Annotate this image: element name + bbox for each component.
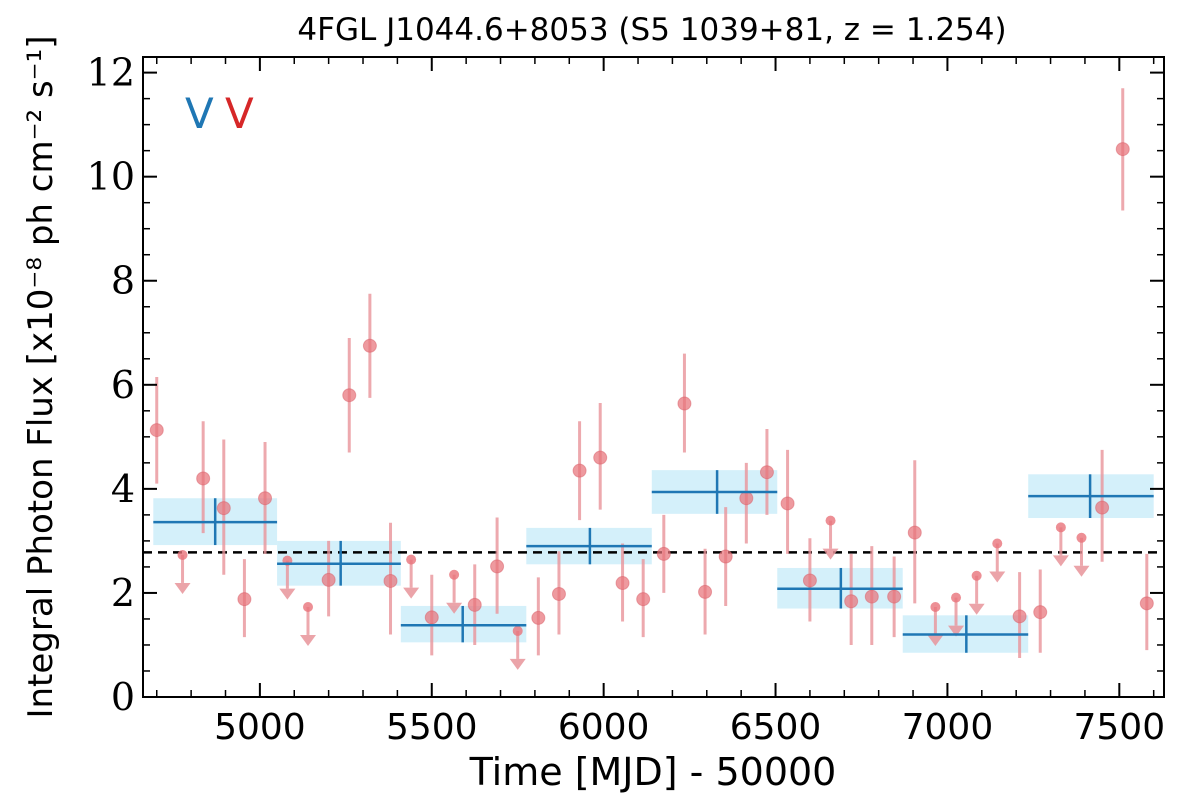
upper-limit-arrow-1 xyxy=(279,588,296,600)
chart-title: 4FGL J1044.6+8053 (S5 1039+81, z = 1.254… xyxy=(297,12,1006,48)
y-tick-label-6: 12 xyxy=(87,51,135,95)
flux-point-10 xyxy=(467,597,482,612)
upper-limit-arrow-4 xyxy=(446,602,463,614)
upper-limit-arrow-0 xyxy=(174,582,191,594)
x-axis-label: Time [MJD] - 50000 xyxy=(469,750,837,794)
y-tick-label-5: 10 xyxy=(87,155,135,199)
upper-limit-point-4 xyxy=(449,569,460,580)
y-tick-label-4: 8 xyxy=(111,259,135,303)
upper-limit-point-9 xyxy=(971,570,982,581)
upper-limit-arrow-11 xyxy=(1052,555,1069,567)
flux-point-30 xyxy=(1012,609,1027,624)
upper-limit-point-7 xyxy=(930,601,941,612)
flux-point-29 xyxy=(907,525,922,540)
upper-limit-arrow-12 xyxy=(1073,565,1090,577)
upper-limit-point-12 xyxy=(1076,532,1087,543)
flux-point-32 xyxy=(1095,500,1110,515)
x-tick-label-2: 6000 xyxy=(558,707,650,748)
plot-layer xyxy=(143,88,1164,670)
flux-point-14 xyxy=(572,463,587,478)
flux-point-24 xyxy=(780,496,795,511)
x-tick-label-5: 7500 xyxy=(1073,707,1165,748)
y-tick-label-2: 4 xyxy=(111,467,135,511)
upper-limit-arrow-7 xyxy=(927,634,944,646)
flux-point-28 xyxy=(887,589,902,604)
flux-point-1 xyxy=(196,471,211,486)
flux-point-27 xyxy=(864,589,879,604)
flux-point-15 xyxy=(593,450,608,465)
flux-point-12 xyxy=(531,610,546,625)
flux-point-17 xyxy=(636,592,651,607)
flux-point-3 xyxy=(237,592,252,607)
upper-limit-arrow-6 xyxy=(822,548,839,560)
upper-limit-point-0 xyxy=(177,549,188,560)
flux-point-13 xyxy=(551,586,566,601)
upper-limit-point-2 xyxy=(303,601,314,612)
flux-point-19 xyxy=(677,396,692,411)
x-tick-label-4: 7000 xyxy=(902,707,994,748)
flux-point-8 xyxy=(383,573,398,588)
upper-limit-point-10 xyxy=(992,538,1003,549)
plot-frame xyxy=(142,56,1165,698)
flux-point-18 xyxy=(656,546,671,561)
y-tick-label-1: 2 xyxy=(111,571,135,615)
y-tick-label-0: 0 xyxy=(111,675,135,719)
flux-point-0 xyxy=(149,423,164,438)
flux-point-26 xyxy=(844,594,859,609)
upper-limit-arrow-8 xyxy=(948,625,965,637)
flux-point-16 xyxy=(615,576,630,591)
flux-point-33 xyxy=(1115,142,1130,157)
flux-point-25 xyxy=(802,573,817,588)
flux-point-6 xyxy=(342,388,357,403)
flux-point-22 xyxy=(739,491,754,506)
y-axis-label: Integral Photon Flux [x10⁻⁸ ph cm⁻² s⁻¹] xyxy=(21,35,61,718)
upper-limit-arrow-9 xyxy=(968,603,985,615)
y-tick-label-3: 6 xyxy=(111,363,135,407)
axis-ticks: 5000 5500 6000 6500 7000 7500 0 2 4 6 8 10 12 xyxy=(87,51,1165,748)
flux-point-20 xyxy=(698,584,713,599)
flux-point-7 xyxy=(362,338,377,353)
variability-marker-0: V xyxy=(185,89,214,138)
upper-limit-point-5 xyxy=(512,625,523,636)
upper-limit-point-8 xyxy=(951,592,962,603)
x-tick-label-3: 6500 xyxy=(730,707,822,748)
variability-marker-1: V xyxy=(225,89,254,138)
upper-limit-point-6 xyxy=(825,515,836,526)
upper-limit-point-11 xyxy=(1055,522,1066,533)
flux-point-5 xyxy=(321,572,336,587)
x-tick-label-0: 5000 xyxy=(214,707,306,748)
flux-point-31 xyxy=(1033,605,1048,620)
upper-limit-arrow-10 xyxy=(989,571,1006,583)
flux-point-23 xyxy=(759,465,774,480)
flux-point-2 xyxy=(216,501,231,516)
flux-point-9 xyxy=(424,610,439,625)
upper-limit-point-3 xyxy=(406,554,417,565)
flux-point-4 xyxy=(258,491,273,506)
flux-point-34 xyxy=(1139,596,1154,611)
upper-limit-arrow-3 xyxy=(403,587,420,599)
flux-point-21 xyxy=(718,549,733,564)
flux-point-11 xyxy=(490,559,505,574)
x-tick-label-1: 5500 xyxy=(386,707,478,748)
upper-limit-arrow-2 xyxy=(300,634,317,646)
upper-limit-arrow-5 xyxy=(509,658,526,670)
